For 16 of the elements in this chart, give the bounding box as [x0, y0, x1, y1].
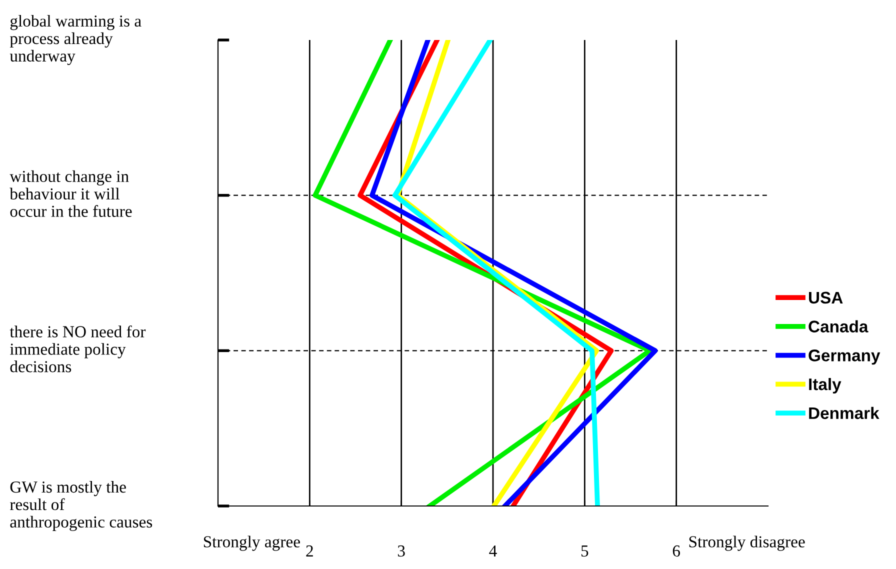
y-tick-label: without change in behaviour it will occur in the future	[10, 170, 132, 217]
y-tick-label: there is NO need for immediate policy decisions	[10, 325, 146, 372]
x-tick-label: 2	[306, 545, 313, 556]
legend-label: Germany	[808, 350, 880, 365]
x-tick-label: 5	[581, 546, 588, 557]
y-tick-label: global warming is a process already underway	[10, 14, 142, 66]
legend-label: Italy	[809, 378, 842, 394]
x-tick-label: 3	[398, 545, 405, 557]
x-tick-label: 4	[489, 545, 497, 556]
legend-label: USA	[809, 292, 843, 304]
legend-label: Canada	[808, 320, 868, 332]
text: Strongly disagree	[689, 536, 805, 551]
legend-label: Denmark	[809, 406, 880, 420]
y-tick-label: GW is mostly the result of anthropogenic causes	[10, 480, 152, 532]
x-tick-label: 6	[672, 545, 680, 557]
text: Strongly agree	[204, 536, 300, 551]
